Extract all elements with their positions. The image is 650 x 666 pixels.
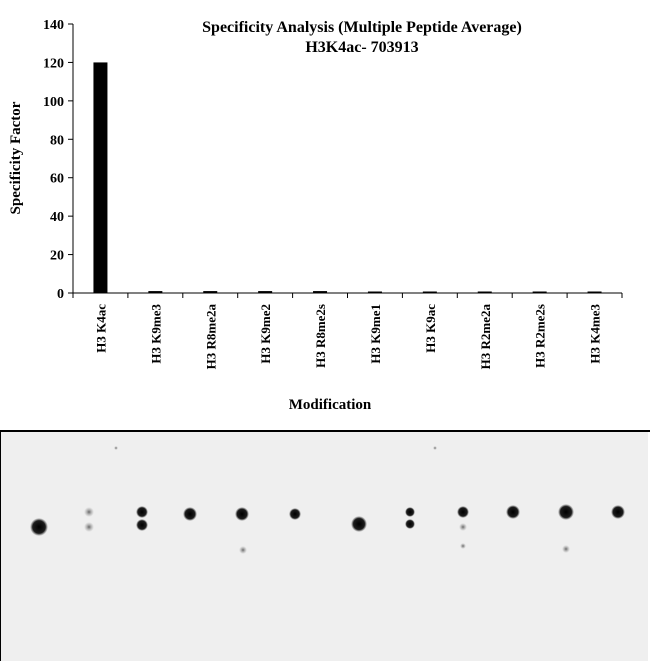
y-tick-label: 100 xyxy=(43,95,64,110)
y-tick-label: 80 xyxy=(50,133,64,148)
x-tick-label: H3 K4me3 xyxy=(588,304,603,364)
x-tick-labels: H3 K4ac H3 K9me3 H3 R8me2a H3 K9me2 H3 R8me2… xyxy=(93,304,602,370)
x-ticks xyxy=(72,293,623,298)
bar xyxy=(422,291,437,293)
y-tick-label: 140 xyxy=(43,18,64,33)
y-tick-label: 0 xyxy=(57,287,64,302)
blot-spot xyxy=(433,446,437,450)
bar xyxy=(313,291,328,293)
bars xyxy=(93,62,602,293)
blot-spot xyxy=(459,523,467,531)
blot-spot xyxy=(235,507,249,521)
blot-spot xyxy=(405,519,415,529)
bar xyxy=(587,291,602,293)
blot-spot xyxy=(183,507,197,521)
blot-spot xyxy=(84,522,94,532)
blot-spot xyxy=(351,516,367,532)
chart-panel: Specificity Analysis (Multiple Peptide A… xyxy=(8,18,623,413)
x-tick-label: H3 K9ac xyxy=(423,304,438,353)
x-tick-label: H3 R2me2a xyxy=(478,304,493,370)
chart-title: Specificity Analysis (Multiple Peptide A… xyxy=(202,19,522,36)
dot-blot-image xyxy=(1,432,648,661)
blot-spot xyxy=(558,504,574,520)
blot-spot xyxy=(562,545,570,553)
bar xyxy=(477,291,492,293)
y-tick-label: 60 xyxy=(50,172,64,187)
y-tick-label: 40 xyxy=(50,210,64,225)
blot-spot xyxy=(239,546,247,554)
bar-chart: Specificity Analysis (Multiple Peptide A… xyxy=(8,18,623,413)
blot-spot xyxy=(289,508,301,520)
blot-spot xyxy=(506,505,520,519)
blot-spot xyxy=(30,518,48,536)
bar xyxy=(258,291,273,293)
blot-spot xyxy=(114,446,118,450)
blot-spot xyxy=(460,543,466,549)
x-tick-label: H3 K9me1 xyxy=(368,304,383,364)
bar xyxy=(148,291,163,293)
x-tick-label: H3 K9me3 xyxy=(148,304,163,364)
y-axis-label: Specificity Factor xyxy=(8,101,24,214)
x-tick-label: H3 K9me2 xyxy=(258,304,273,364)
chart-subtitle: H3K4ac- 703913 xyxy=(305,39,418,56)
bar xyxy=(367,291,382,293)
x-tick-label: H3 R2me2s xyxy=(533,304,548,368)
x-axis-label: Modification xyxy=(289,397,372,413)
panel-divider xyxy=(0,430,650,432)
x-tick-label: H3 K4ac xyxy=(93,304,108,353)
bar xyxy=(203,291,218,293)
bar xyxy=(532,291,547,293)
blot-spots xyxy=(30,446,625,554)
y-ticks: 0 20 40 60 80 100 120 140 xyxy=(43,18,73,302)
blot-spot xyxy=(611,505,625,519)
blot-spot xyxy=(136,519,148,531)
blot-spot xyxy=(136,506,148,518)
x-tick-label: H3 R8me2a xyxy=(203,304,218,370)
blot-spot xyxy=(405,507,415,517)
y-tick-label: 120 xyxy=(43,56,64,71)
blot-spot xyxy=(457,506,469,518)
y-tick-label: 20 xyxy=(50,249,64,264)
x-tick-label: H3 R8me2s xyxy=(313,304,328,368)
blot-spot xyxy=(84,507,94,517)
bar xyxy=(93,62,108,293)
dot-blot-spots xyxy=(30,446,625,554)
